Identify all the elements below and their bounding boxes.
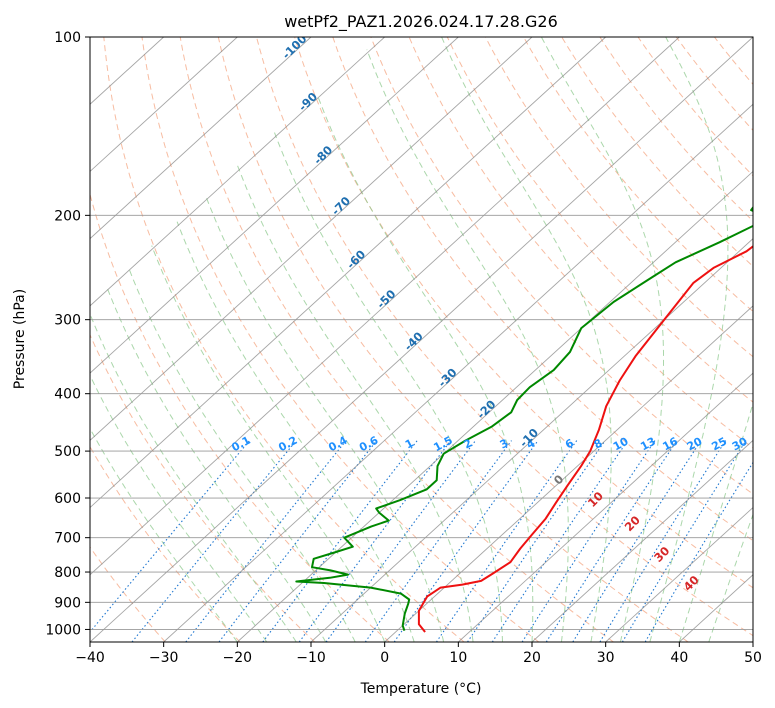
- mixing-ratio-label: 10: [611, 435, 631, 454]
- mixing-ratio-line: [621, 440, 747, 642]
- mixing-ratio-line: [325, 440, 476, 642]
- moist-adiabat: [106, 287, 327, 642]
- dry-adiabat: [256, 37, 753, 637]
- dry-adiabat: [752, 37, 753, 39]
- chart-title: wetPf2_PAZ1.2026.024.17.28.G26: [284, 12, 558, 32]
- y-tick-label: 900: [54, 595, 81, 611]
- y-tick-label: 600: [54, 491, 81, 507]
- isotherm: [90, 37, 459, 374]
- dry-adiabat: [90, 546, 166, 642]
- x-tick-label: 20: [523, 650, 541, 666]
- dry-adiabat: [103, 37, 465, 642]
- mixing-ratio-label: 13: [638, 435, 658, 454]
- x-tick-label: 30: [597, 650, 615, 666]
- isotherm: [163, 103, 753, 642]
- x-tick-label: −10: [296, 650, 326, 666]
- x-tick-label: 40: [670, 650, 688, 666]
- mixing-ratio-line: [599, 440, 727, 642]
- dry-adiabat: [332, 37, 753, 542]
- mixing-ratio-line: [521, 440, 656, 642]
- mixing-ratio-line: [218, 440, 378, 642]
- dry-adiabat: [90, 192, 390, 642]
- isotherm: [90, 37, 680, 576]
- moist-adiabat: [90, 374, 268, 642]
- isotherm: [310, 238, 753, 642]
- mixing-ratio-line: [545, 440, 678, 642]
- x-tick-label: 10: [449, 650, 467, 666]
- moist-adiabat: [237, 165, 474, 642]
- dry-adiabat: [294, 37, 753, 589]
- dry-adiabat: [370, 37, 753, 495]
- y-tick-label: 500: [54, 444, 81, 460]
- moist-adiabat: [678, 401, 753, 642]
- mixing-ratio-label: 20: [685, 435, 705, 454]
- y-tick-label: 400: [54, 387, 81, 403]
- y-tick-label: 300: [54, 313, 81, 329]
- mixing-ratio-label: 30: [730, 435, 750, 454]
- isotherm: [90, 37, 312, 240]
- moist-adiabat: [540, 37, 664, 642]
- y-axis-label: Pressure (hPa): [12, 289, 28, 389]
- isotherm: [384, 305, 753, 642]
- x-tick-label: −20: [223, 650, 253, 666]
- isotherm: [90, 37, 753, 642]
- mixing-ratio-label: 25: [709, 435, 729, 454]
- x-tick-label: −40: [75, 650, 105, 666]
- mixing-ratio-line: [90, 440, 251, 633]
- mixing-ratio-line: [131, 440, 297, 642]
- x-tick-label: 0: [380, 650, 389, 666]
- moist-adiabat: [441, 37, 612, 642]
- dry-adiabat: [484, 37, 753, 358]
- moist-adiabat: [708, 513, 753, 642]
- y-tick-label: 100: [54, 30, 81, 46]
- dry-adiabat: [446, 37, 753, 403]
- isotherm: [752, 641, 753, 642]
- moist-adiabat: [205, 195, 445, 642]
- isotherm: [605, 506, 753, 642]
- x-tick-label: −30: [149, 650, 179, 666]
- axes: −40 −30 −20 −10 0 10 20 30 40 50 100 200 300 400 500 60…: [45, 30, 762, 666]
- mixing-ratio-label: 36: [751, 435, 771, 454]
- dry-adiabat: [523, 37, 753, 313]
- moist-adiabat: [316, 94, 534, 642]
- mixing-ratio-line: [572, 440, 702, 642]
- moist-adiabat: [176, 221, 415, 642]
- isotherm: [90, 37, 533, 441]
- temperature-line: [417, 245, 753, 633]
- isotherm: [90, 37, 606, 509]
- isotherm: [90, 37, 238, 173]
- y-tick-label: 800: [54, 565, 81, 581]
- isotherm: [90, 37, 385, 307]
- mixing-ratio-line: [364, 440, 512, 642]
- plot-frame: [89, 36, 754, 643]
- y-tick-label: 700: [54, 531, 81, 547]
- mixing-ratio-line: [467, 440, 606, 642]
- dry-adiabat: [408, 37, 753, 449]
- dry-adiabat: [141, 37, 540, 642]
- mixing-ratio-label: 16: [660, 435, 680, 454]
- isotherm: [531, 439, 753, 642]
- x-tick-label: 50: [744, 650, 762, 666]
- y-tick-label: 200: [54, 208, 81, 224]
- mixing-ratio-line: [435, 440, 578, 642]
- data-series: [295, 205, 753, 633]
- x-axis-label: Temperature (°C): [360, 681, 482, 697]
- y-tick-label: 1000: [45, 622, 81, 638]
- moist-adiabat: [128, 267, 356, 642]
- isotherm: [458, 372, 753, 642]
- mixing-ratio-line: [644, 461, 753, 642]
- dry-adiabat: [217, 37, 689, 642]
- moist-adiabat: [649, 37, 729, 642]
- mixing-ratio-line: [491, 440, 629, 642]
- dewpoint-line: [295, 205, 753, 632]
- background-lines: [90, 37, 753, 642]
- moist-adiabat: [151, 245, 386, 642]
